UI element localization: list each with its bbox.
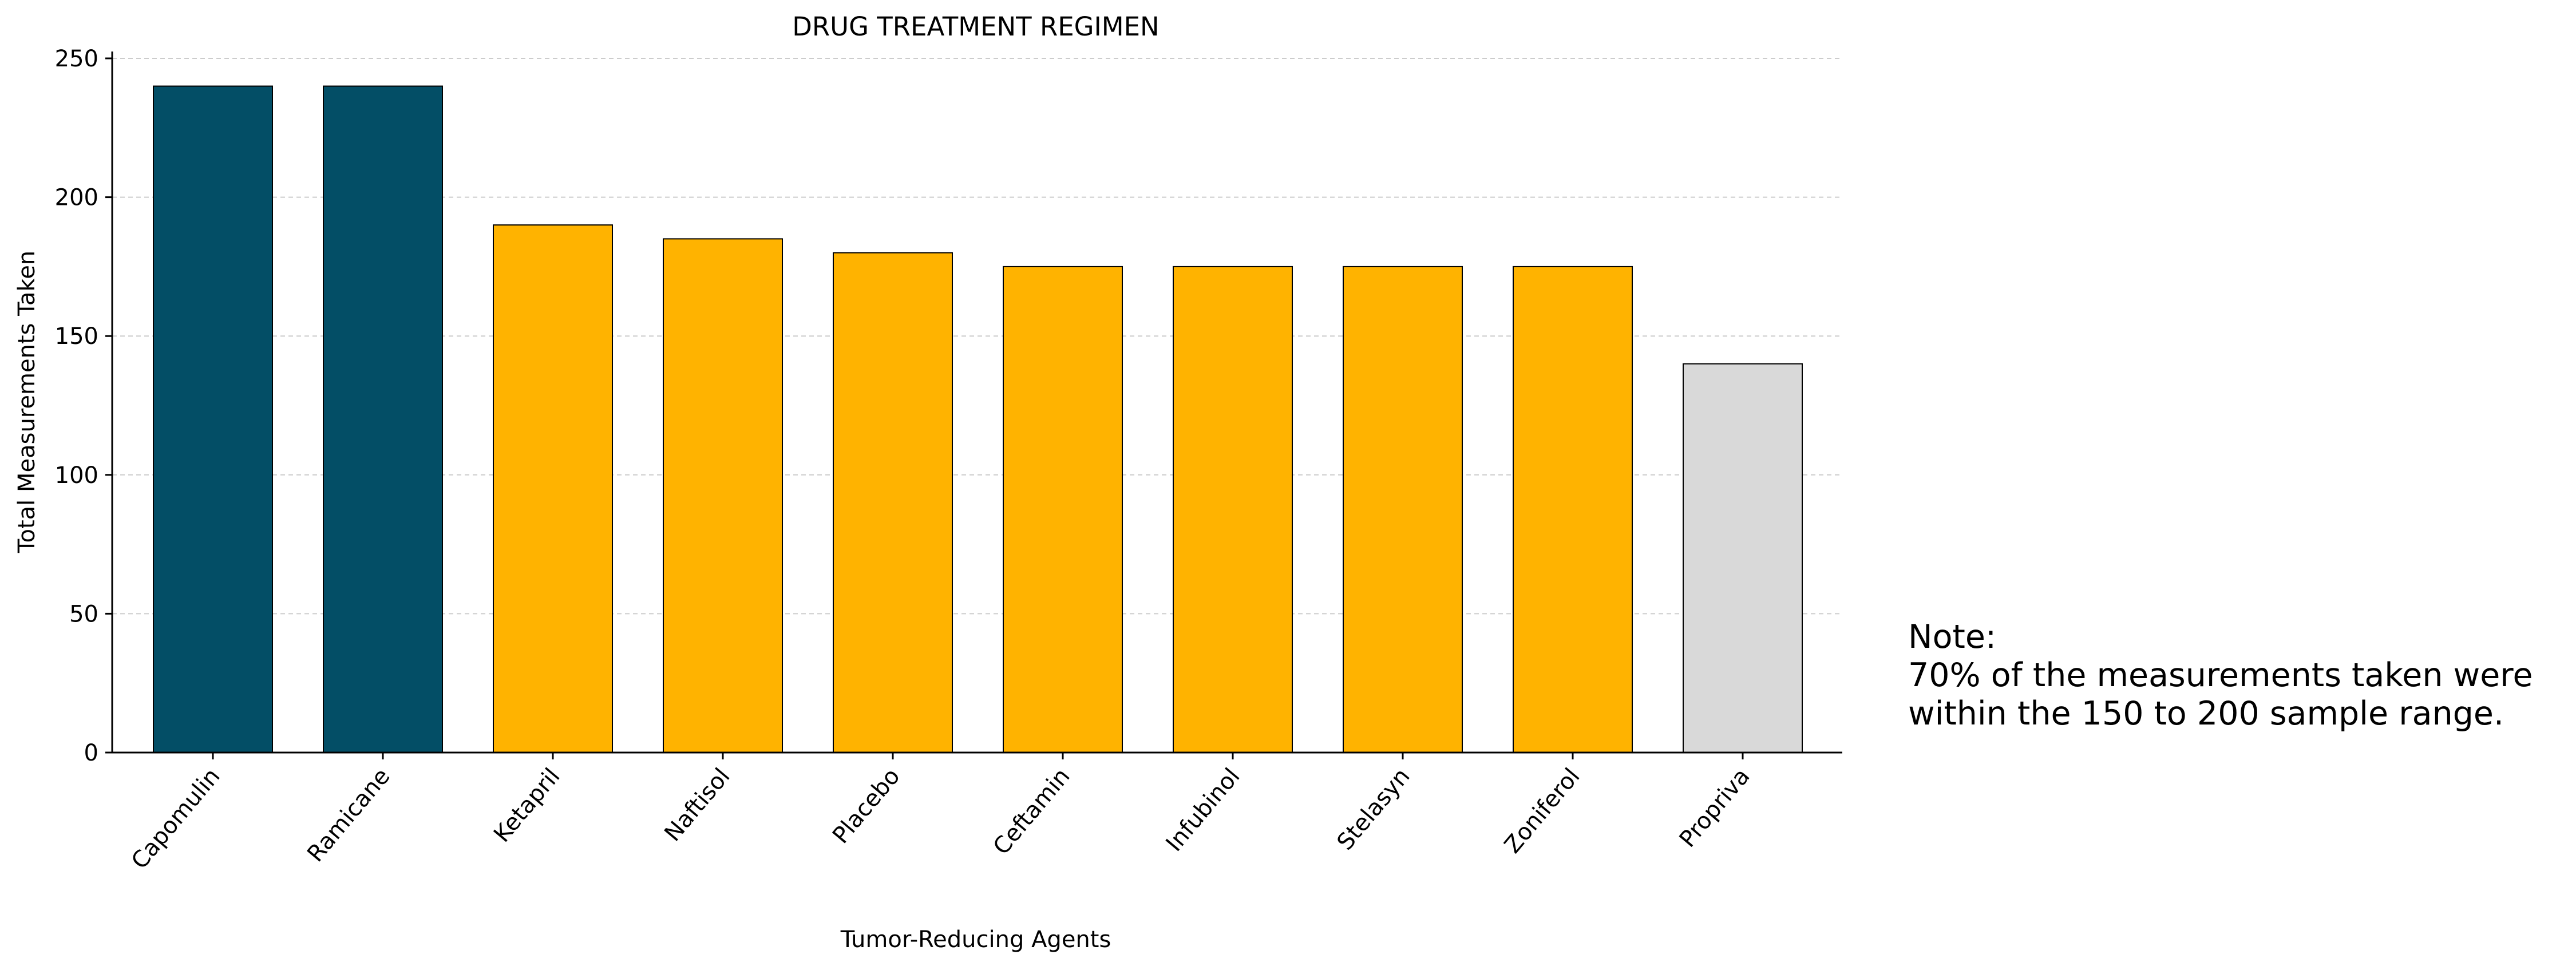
bar-ramicane <box>323 85 443 753</box>
bar-zoniferol <box>1513 266 1633 753</box>
x-tick-label: Placebo <box>828 763 905 849</box>
bar-naftisol <box>663 238 783 753</box>
bar-propriva <box>1683 363 1803 753</box>
axes <box>111 52 1842 754</box>
bar-ketapril <box>493 224 613 753</box>
bar-stelasyn <box>1343 266 1463 753</box>
x-tick-label: Ramicane <box>302 763 395 867</box>
x-tick-label: Ketapril <box>489 763 565 848</box>
bar-infubinol <box>1173 266 1293 753</box>
x-tick-label: Infubinol <box>1161 763 1245 857</box>
y-tick-label: 100 <box>55 462 98 489</box>
y-tick-label: 0 <box>84 740 98 766</box>
bars <box>153 85 1803 753</box>
note-annotation: Note: 70% of the measurements taken were… <box>1908 618 2533 733</box>
x-tick-label: Stelasyn <box>1332 763 1415 856</box>
y-axis-label: Total Measurements Taken <box>14 251 40 553</box>
bar-capomulin <box>153 85 273 753</box>
x-tick-label: Naftisol <box>659 763 735 846</box>
x-ticks: Capomulin Ramicane Ketapril Naftisol Placebo… <box>126 753 1755 874</box>
y-tick-label: 250 <box>55 46 98 72</box>
y-ticks: 0 50 100 150 200 250 <box>55 46 112 766</box>
chart-title: DRUG TREATMENT REGIMEN <box>792 11 1159 42</box>
bar-ceftamin <box>1003 266 1123 753</box>
y-tick-label: 200 <box>55 185 98 211</box>
bar-placebo <box>833 252 953 753</box>
x-axis-label: Tumor-Reducing Agents <box>840 927 1111 953</box>
x-tick-label: Capomulin <box>126 763 225 874</box>
note-line-2: within the 150 to 200 sample range. <box>1908 695 2504 733</box>
y-tick-label: 150 <box>55 323 98 350</box>
x-tick-label: Ceftamin <box>988 763 1075 860</box>
x-tick-label: Propriva <box>1675 763 1755 853</box>
note-heading: Note: <box>1908 618 1996 656</box>
note-line-1: 70% of the measurements taken were <box>1908 656 2533 694</box>
x-tick-label: Zoniferol <box>1499 763 1585 858</box>
y-tick-label: 50 <box>69 601 98 627</box>
